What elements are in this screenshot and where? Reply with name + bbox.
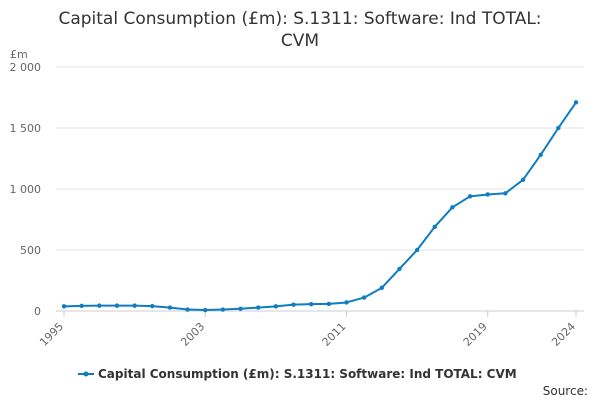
data-point[interactable] xyxy=(203,307,208,313)
data-point[interactable] xyxy=(467,194,473,199)
series-group xyxy=(61,100,579,313)
data-point[interactable] xyxy=(273,304,279,309)
x-tick-label: 2024 xyxy=(549,320,578,349)
gridlines xyxy=(56,66,584,312)
data-point[interactable] xyxy=(344,300,349,305)
data-point[interactable] xyxy=(150,303,155,309)
series-line xyxy=(63,101,577,312)
chart-title-line-2: CVM xyxy=(280,31,320,51)
data-point[interactable] xyxy=(520,177,526,183)
data-point[interactable] xyxy=(450,205,455,210)
y-tick-label: 1 000 xyxy=(10,183,42,196)
source-label: Source: xyxy=(542,384,588,398)
legend-marker xyxy=(83,371,89,377)
legend[interactable]: Capital Consumption (£m): S.1311: Softwa… xyxy=(78,367,517,381)
data-point[interactable] xyxy=(238,306,243,312)
data-point[interactable] xyxy=(132,303,137,308)
data-point[interactable] xyxy=(414,247,420,253)
data-point[interactable] xyxy=(573,100,579,105)
y-tick-label: 0 xyxy=(34,305,41,318)
data-point[interactable] xyxy=(97,303,102,308)
data-point[interactable] xyxy=(326,301,332,307)
data-point[interactable] xyxy=(556,125,561,131)
data-point[interactable] xyxy=(256,305,261,310)
data-point[interactable] xyxy=(308,301,314,307)
x-tick-label: 2011 xyxy=(320,320,349,349)
data-point[interactable] xyxy=(114,303,120,308)
data-point[interactable] xyxy=(432,224,437,230)
data-point[interactable] xyxy=(503,191,508,196)
data-point[interactable] xyxy=(61,304,67,309)
data-point[interactable] xyxy=(397,266,402,272)
y-axis-unit-label: £m xyxy=(10,48,28,61)
data-point[interactable] xyxy=(485,192,490,197)
data-point[interactable] xyxy=(79,303,84,309)
data-point[interactable] xyxy=(379,285,384,291)
legend-label: Capital Consumption (£m): S.1311: Softwa… xyxy=(98,367,517,381)
y-tick-label: 1 500 xyxy=(10,122,42,135)
y-tick-label: 2 000 xyxy=(10,61,42,74)
x-axis: 1995 2003 2011 2019 2024 xyxy=(37,311,578,349)
x-tick-label: 1995 xyxy=(37,320,66,349)
data-point[interactable] xyxy=(361,295,367,300)
chart-title-line-1: Capital Consumption (£m): S.1311: Softwa… xyxy=(58,9,542,29)
data-point[interactable] xyxy=(220,307,226,312)
y-tick-label: 500 xyxy=(20,244,41,257)
data-point[interactable] xyxy=(185,307,190,312)
x-tick-label: 2003 xyxy=(178,320,207,349)
data-point[interactable] xyxy=(538,152,543,158)
data-point[interactable] xyxy=(291,302,296,307)
y-axis: 0 500 1 000 1 500 2 000 xyxy=(10,61,42,318)
data-point[interactable] xyxy=(167,305,173,310)
x-tick-label: 2019 xyxy=(461,320,490,349)
chart-title: Capital Consumption (£m): S.1311: Softwa… xyxy=(20,8,580,52)
